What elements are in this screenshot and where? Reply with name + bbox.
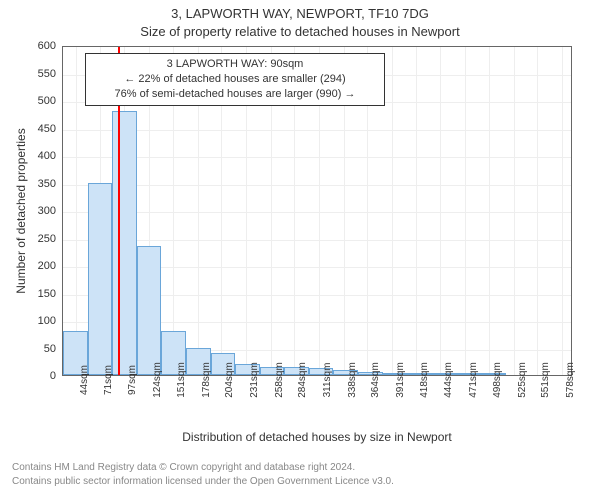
plot-area: 3 LAPWORTH WAY: 90sqm ← 22% of detached …: [62, 46, 572, 376]
gridline-v: [465, 47, 466, 375]
y-tick-label: 600: [16, 40, 56, 52]
y-tick-label: 100: [16, 315, 56, 327]
footer-copyright: Contains HM Land Registry data © Crown c…: [12, 462, 355, 473]
chart-container: 3, LAPWORTH WAY, NEWPORT, TF10 7DG Size …: [0, 0, 600, 500]
annotation-line3: 76% of semi-detached houses are larger (…: [92, 87, 378, 102]
y-tick-label: 150: [16, 288, 56, 300]
gridline-v: [392, 47, 393, 375]
x-tick-label: 97sqm: [127, 365, 138, 395]
x-axis-title: Distribution of detached houses by size …: [62, 430, 572, 444]
chart-title-address: 3, LAPWORTH WAY, NEWPORT, TF10 7DG: [0, 6, 600, 21]
x-tick-label: 284sqm: [297, 362, 308, 398]
gridline-h: [63, 212, 571, 213]
y-tick-label: 500: [16, 95, 56, 107]
y-tick-label: 50: [16, 343, 56, 355]
annotation-line1: 3 LAPWORTH WAY: 90sqm: [92, 57, 378, 72]
x-tick-label: 71sqm: [103, 365, 114, 395]
gridline-v: [514, 47, 515, 375]
x-tick-label: 311sqm: [322, 363, 333, 398]
gridline-v: [537, 47, 538, 375]
x-tick-label: 471sqm: [468, 362, 479, 398]
histogram-bar: [137, 246, 162, 375]
x-tick-label: 391sqm: [395, 362, 406, 398]
gridline-v: [440, 47, 441, 375]
y-tick-label: 0: [16, 370, 56, 382]
gridline-h: [63, 157, 571, 158]
gridline-v: [76, 47, 77, 375]
x-tick-label: 444sqm: [443, 362, 454, 398]
x-tick-label: 338sqm: [347, 362, 358, 398]
x-tick-label: 578sqm: [565, 362, 576, 398]
gridline-v: [562, 47, 563, 375]
y-tick-label: 250: [16, 233, 56, 245]
x-tick-label: 258sqm: [274, 362, 285, 398]
x-tick-label: 124sqm: [152, 362, 163, 398]
x-tick-label: 44sqm: [79, 365, 90, 395]
y-tick-label: 550: [16, 68, 56, 80]
x-tick-label: 418sqm: [419, 362, 430, 398]
x-tick-label: 364sqm: [370, 362, 381, 398]
annotation-line2: ← 22% of detached houses are smaller (29…: [92, 72, 378, 87]
y-tick-label: 200: [16, 260, 56, 272]
x-tick-label: 151sqm: [176, 362, 187, 398]
x-tick-label: 551sqm: [540, 362, 551, 398]
chart-title-sub: Size of property relative to detached ho…: [0, 24, 600, 39]
gridline-v: [416, 47, 417, 375]
footer-licence: Contains public sector information licen…: [12, 476, 394, 487]
x-tick-label: 525sqm: [517, 362, 528, 398]
gridline-h: [63, 130, 571, 131]
y-tick-label: 450: [16, 123, 56, 135]
gridline-h: [63, 185, 571, 186]
x-tick-label: 178sqm: [201, 362, 212, 398]
y-tick-label: 400: [16, 150, 56, 162]
annotation-box: 3 LAPWORTH WAY: 90sqm ← 22% of detached …: [85, 53, 385, 106]
x-tick-label: 498sqm: [492, 362, 503, 398]
gridline-v: [489, 47, 490, 375]
histogram-bar: [112, 111, 137, 375]
gridline-h: [63, 240, 571, 241]
y-tick-label: 300: [16, 205, 56, 217]
x-tick-label: 204sqm: [224, 362, 235, 398]
y-tick-label: 350: [16, 178, 56, 190]
histogram-bar: [88, 183, 113, 376]
x-tick-label: 231sqm: [249, 362, 260, 398]
